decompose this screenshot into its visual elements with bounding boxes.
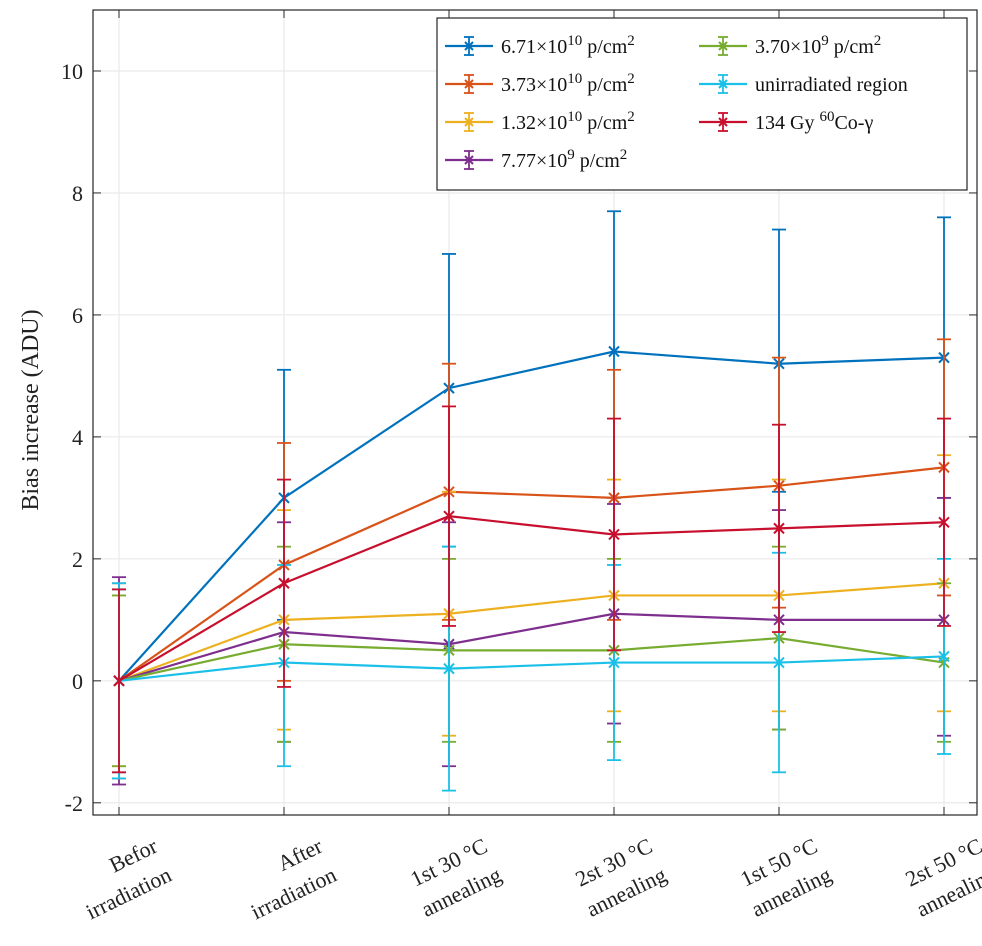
legend-label: 1.32×1010 p/cm2 (501, 109, 635, 134)
data-point-marker (938, 516, 950, 529)
y-tick-label: -2 (65, 791, 83, 816)
legend-marker (464, 41, 474, 51)
data-point-marker (608, 345, 620, 358)
legend-label-superscript: 60 (819, 109, 834, 125)
data-point-marker (443, 510, 455, 523)
data-point-marker (113, 674, 125, 687)
legend-label-part: p/cm (575, 150, 620, 172)
legend-label: unirradiated region (755, 74, 908, 96)
legend-marker (464, 155, 474, 165)
legend-marker (464, 79, 474, 89)
legend-marker (718, 41, 728, 51)
legend-entry: 3.70×109 p/cm2 (699, 33, 881, 58)
series-line (118, 466, 945, 682)
legend-label-superscript: 2 (620, 147, 628, 163)
y-axis-label: Bias increase (ADU) (18, 309, 44, 510)
legend-label-part: 134 Gy (755, 112, 819, 134)
data-point-marker (773, 522, 785, 535)
legend-label-part: 3.73×10 (501, 74, 567, 96)
legend-entry: 6.71×1010 p/cm2 (445, 33, 635, 58)
data-point-marker (938, 650, 950, 663)
series-line (118, 637, 945, 682)
data-point-marker (608, 528, 620, 541)
legend-label-part: Co-γ (834, 112, 873, 134)
data-point-marker (443, 662, 455, 675)
series-line (118, 515, 945, 682)
legend-entry: unirradiated region (699, 74, 908, 96)
legend-label-part: p/cm (582, 74, 627, 96)
legend-label-part: 1.32×10 (501, 112, 567, 134)
data-point-marker (773, 656, 785, 669)
legend-label-superscript: 2 (627, 33, 635, 49)
y-tick-label: 6 (72, 303, 83, 328)
legend-label-superscript: 9 (567, 147, 575, 163)
legend-label-superscript: 2 (627, 109, 635, 125)
legend-label: 3.70×109 p/cm2 (755, 33, 881, 58)
legend-label-part: p/cm (582, 36, 627, 58)
legend-entry: 134 Gy 60Co-γ (699, 109, 873, 134)
legend-label-superscript: 10 (567, 71, 582, 87)
legend-entry: 7.77×109 p/cm2 (445, 147, 627, 172)
data-point-marker (608, 656, 620, 669)
legend-label-part: 7.77×10 (501, 150, 567, 172)
series-line (118, 582, 945, 682)
y-tick-label: 2 (72, 547, 83, 572)
legend-label-superscript: 10 (567, 33, 582, 49)
series-group (112, 405, 951, 774)
legend-entry: 1.32×1010 p/cm2 (445, 109, 635, 134)
y-tick-labels: -2 0 2 4 6 8 10 (61, 59, 83, 816)
legend-label: 134 Gy 60Co-γ (755, 109, 873, 134)
plot-frame (92, 9, 978, 816)
legend-label-superscript: 2 (874, 33, 882, 49)
series-line (118, 350, 945, 682)
legend-label-part: p/cm (829, 36, 874, 58)
data-point-marker (278, 577, 290, 590)
legend-marker (718, 117, 728, 127)
y-tick-label: 4 (72, 425, 83, 450)
series-line (118, 612, 944, 682)
legend-entry: 3.73×1010 p/cm2 (445, 71, 635, 96)
legend-label: 3.73×1010 p/cm2 (501, 71, 635, 96)
legend-label-part: unirradiated region (755, 74, 908, 96)
legend-marker (718, 79, 728, 89)
legend-label: 7.77×109 p/cm2 (501, 147, 627, 172)
legend-label-part: 6.71×10 (501, 36, 567, 58)
legend-label: 6.71×1010 p/cm2 (501, 33, 635, 58)
legend-label-superscript: 2 (627, 71, 635, 87)
axes (92, 9, 978, 816)
y-tick-label: 10 (61, 59, 83, 84)
legend-label-part: 3.70×10 (755, 36, 821, 58)
y-tick-label: 8 (72, 181, 83, 206)
legend-label-superscript: 10 (567, 109, 582, 125)
series-layer (112, 210, 951, 792)
series-line (118, 655, 945, 682)
legend-label-part: p/cm (582, 112, 627, 134)
legend-label-superscript: 9 (821, 33, 829, 49)
y-tick-label: 0 (72, 669, 83, 694)
legend-marker (464, 117, 474, 127)
